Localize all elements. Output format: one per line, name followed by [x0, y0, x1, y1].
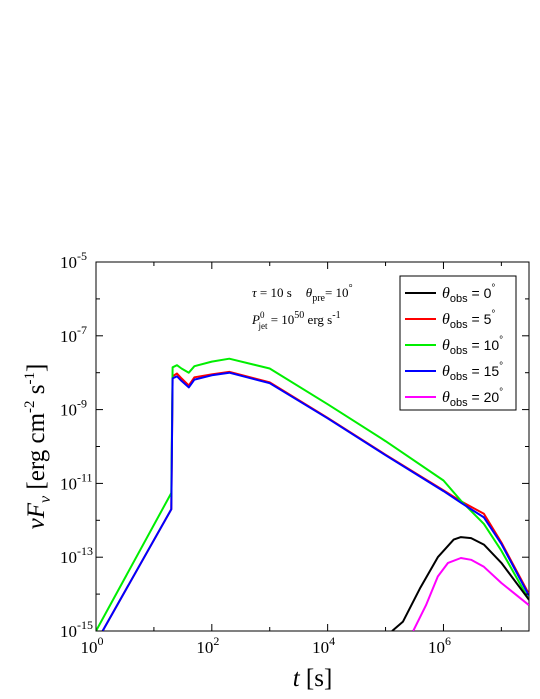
y-tick-label: 10-13 [60, 544, 93, 567]
x-tick-label: 106 [428, 634, 451, 657]
y-tick-label: 10-15 [60, 618, 93, 641]
y-axis-title: νFν [erg cm-2 s-1] [22, 364, 54, 530]
legend-label: θobs = 0° [442, 283, 495, 305]
legend: θobs = 0° θobs = 5° θobs = 10° θobs = 15° θo… [399, 275, 517, 411]
x-tick-label: 104 [312, 634, 335, 657]
ticks-layer: 100 102 104 106 10-15 10-13 10-11 10-9 10-7 10-5 [60, 249, 529, 657]
series-line-4 [412, 557, 529, 631]
x-tick-label: 100 [81, 634, 104, 657]
legend-label: θobs = 5° [442, 309, 495, 331]
legend-label: θobs = 20° [442, 387, 503, 409]
annotation-line-1: τ = 10 s θpre= 10° [252, 283, 353, 304]
legend-box [399, 275, 517, 411]
legend-label: θobs = 15° [442, 361, 503, 383]
x-axis-title: t [s] [293, 665, 333, 692]
y-tick-label: 10-9 [60, 397, 87, 420]
series-line-0 [391, 536, 529, 631]
y-tick-label: 10-11 [60, 470, 93, 493]
y-tick-label: 10-7 [60, 323, 87, 346]
legend-label: θobs = 10° [442, 335, 503, 357]
annotation-line-2: P0 jet = 1050 erg s-1 [251, 310, 341, 331]
x-tick-label: 102 [196, 634, 219, 657]
series-layer [96, 357, 529, 631]
y-tick-label: 10-5 [60, 249, 87, 272]
series-line-3 [101, 371, 529, 631]
